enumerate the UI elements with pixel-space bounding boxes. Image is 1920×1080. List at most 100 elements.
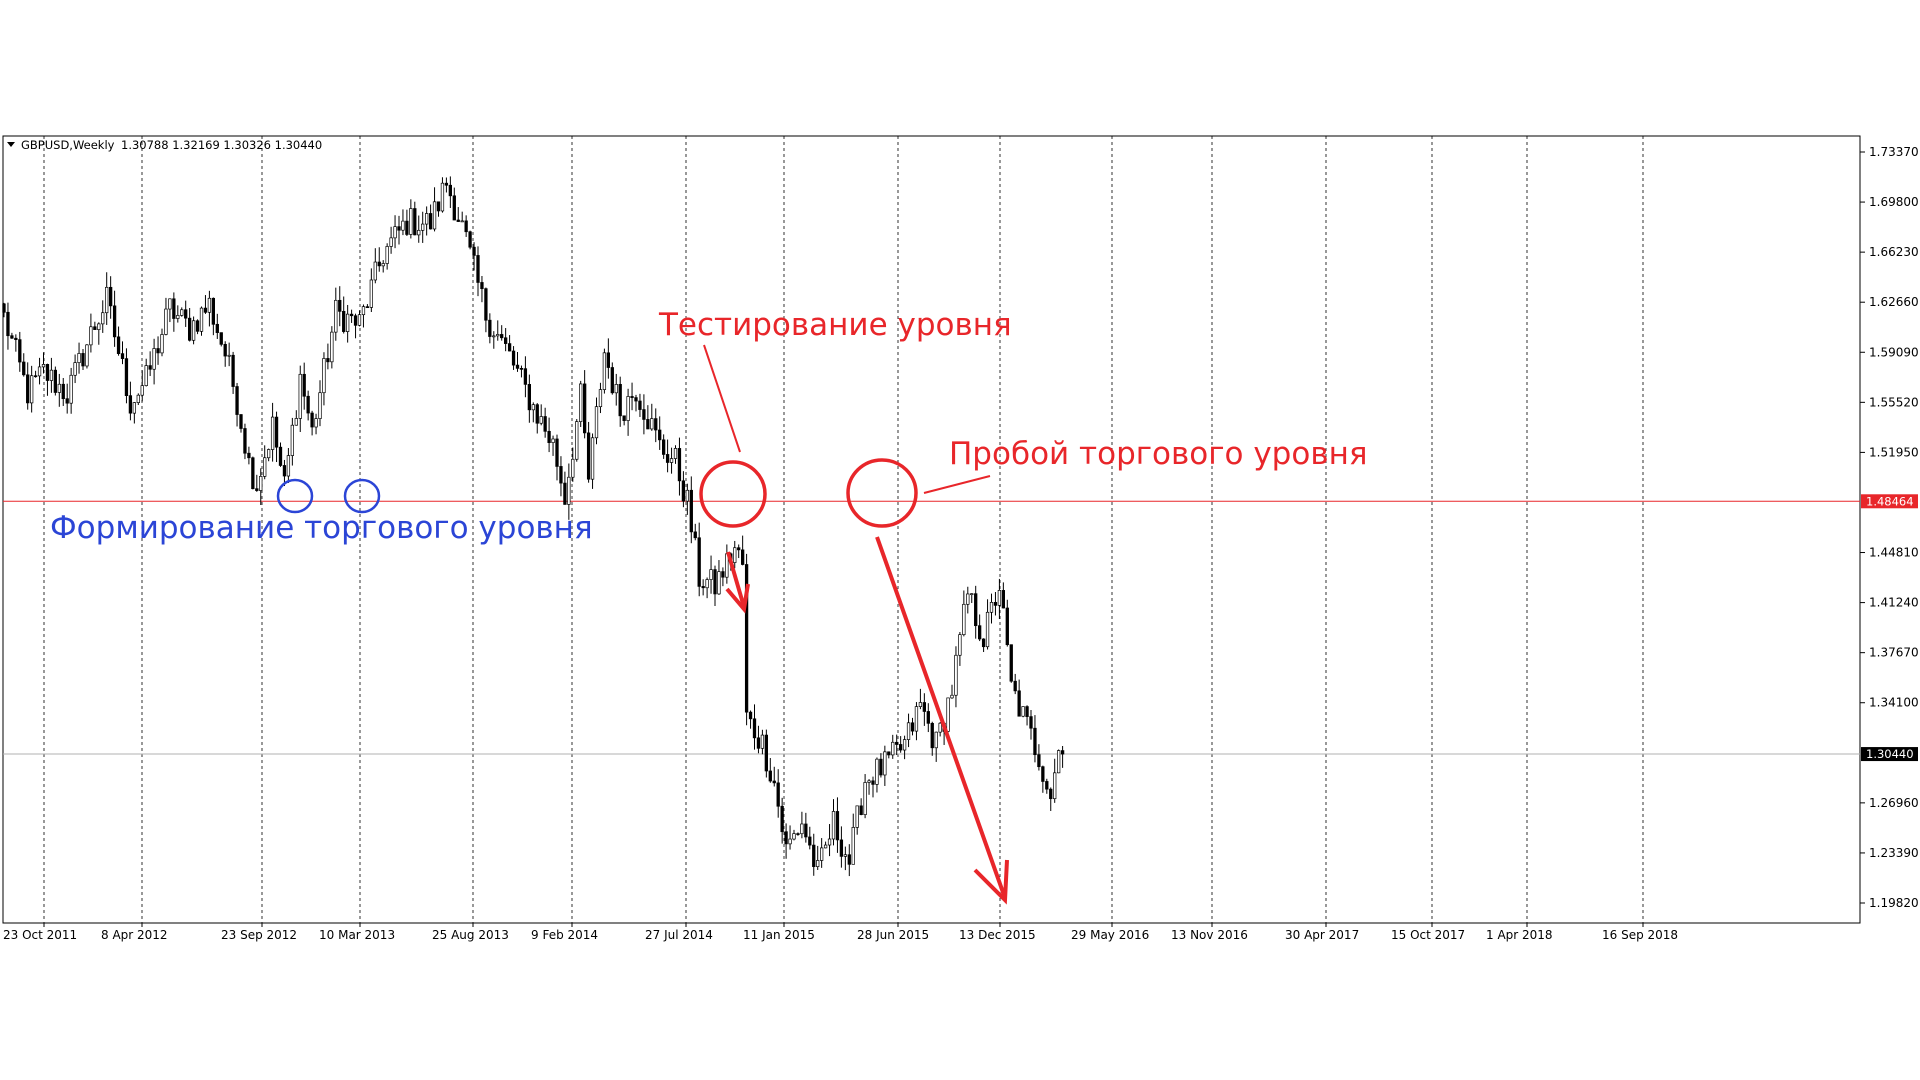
plot-frame: [2, 135, 1861, 924]
candle: [239, 414, 243, 433]
y-tick-label: 1.51950: [1869, 445, 1919, 459]
candle: [278, 442, 283, 467]
candle: [176, 305, 180, 323]
candle: [1041, 765, 1045, 793]
candle: [606, 338, 610, 379]
x-tick-label: 25 Aug 2013: [432, 928, 509, 942]
candle: [760, 729, 765, 755]
candle: [1017, 679, 1021, 717]
candle: [981, 638, 986, 653]
candle: [563, 471, 567, 505]
candle: [859, 798, 863, 816]
candle: [997, 578, 1002, 620]
y-tick-label: 1.44810: [1869, 546, 1919, 560]
candle: [954, 646, 958, 708]
x-tick-label: 10 Mar 2013: [319, 928, 395, 942]
arrow-small-head: [725, 583, 750, 614]
candle: [610, 362, 614, 395]
candle: [835, 797, 840, 853]
candle: [989, 593, 994, 624]
candle: [681, 471, 686, 508]
red-circle-test: [699, 460, 767, 528]
candle: [697, 522, 701, 597]
candle: [346, 304, 350, 343]
candle: [10, 332, 14, 339]
candle: [709, 555, 713, 594]
candle: [756, 725, 761, 754]
candle: [180, 307, 184, 317]
candle: [298, 365, 302, 433]
candle: [195, 319, 200, 335]
candle: [357, 310, 362, 327]
y-tick-label: 1.69800: [1869, 195, 1919, 209]
candle: [665, 439, 670, 473]
horizontal-levels: [3, 500, 1860, 755]
candle: [618, 376, 622, 427]
x-tick-label: 8 Apr 2012: [101, 928, 168, 942]
x-tick-label: 23 Sep 2012: [221, 928, 297, 942]
x-tick-label: 23 Oct 2011: [3, 928, 77, 942]
candle: [551, 435, 555, 456]
x-tick-label: 28 Jun 2015: [857, 928, 929, 942]
candle: [985, 599, 990, 650]
candle: [152, 338, 156, 385]
candle: [906, 713, 911, 748]
candle: [511, 346, 516, 370]
candle: [661, 434, 666, 459]
candle: [290, 417, 294, 466]
candle: [914, 702, 919, 741]
candle: [144, 358, 148, 387]
x-tick-label: 30 Apr 2017: [1285, 928, 1359, 942]
candle: [1049, 787, 1053, 811]
candle: [626, 388, 630, 436]
candle: [369, 268, 373, 313]
candle: [744, 553, 749, 726]
candle: [1009, 644, 1013, 683]
candle: [342, 296, 346, 334]
candle: [705, 577, 709, 599]
candle: [45, 363, 50, 396]
x-tick-label: 15 Oct 2017: [1391, 928, 1465, 942]
ohlc-header: 1.30788 1.32169 1.30326 1.30440: [121, 138, 322, 152]
x-axis: 23 Oct 2011 8 Apr 2012 23 Sep 2012 10 Mar 2…: [3, 923, 1678, 942]
candle: [748, 710, 753, 729]
candle: [598, 382, 603, 414]
candle: [808, 826, 812, 850]
candle: [823, 841, 828, 849]
support-line-price-tag: [1861, 494, 1918, 509]
candle: [898, 736, 903, 753]
candle: [555, 434, 559, 481]
candle: [148, 351, 152, 377]
candle: [259, 468, 263, 506]
candle: [116, 326, 121, 356]
candle: [559, 456, 563, 497]
candle: [440, 177, 445, 213]
x-tick-label: 9 Feb 2014: [531, 928, 598, 942]
candle: [792, 829, 796, 841]
collapse-triangle-icon[interactable]: [7, 142, 15, 147]
candle: [2, 302, 6, 318]
candle: [689, 476, 693, 544]
candle: [634, 394, 638, 412]
y-axis: 1.73370 1.69800 1.66230 1.62660 1.59090 1.555…: [1860, 145, 1919, 910]
x-tick-label: 1 Apr 2018: [1486, 928, 1553, 942]
candle: [393, 215, 397, 249]
candle: [81, 348, 85, 371]
candle: [207, 290, 212, 327]
candle: [112, 290, 117, 347]
candle: [436, 201, 441, 217]
candle: [535, 403, 539, 434]
candle: [168, 298, 172, 323]
candle: [49, 357, 54, 393]
x-tick-label: 11 Jan 2015: [743, 928, 815, 942]
candle: [318, 380, 322, 427]
candle: [124, 348, 129, 404]
candle: [622, 415, 626, 426]
candle: [464, 215, 468, 237]
candle: [235, 382, 239, 427]
candle: [879, 753, 883, 778]
candle: [120, 341, 125, 365]
candle: [875, 757, 879, 793]
candle: [132, 402, 137, 424]
candle: [800, 811, 804, 839]
